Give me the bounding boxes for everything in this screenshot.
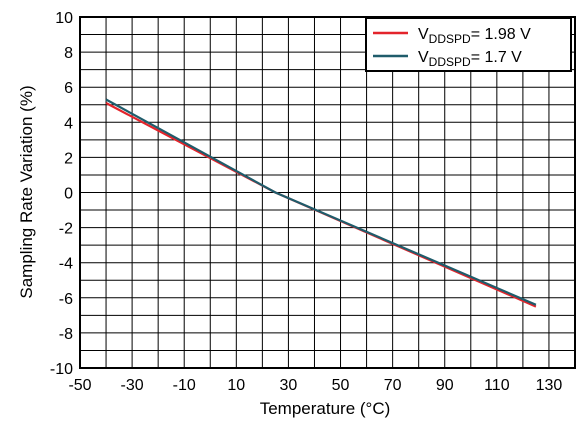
x-tick-label: 50 — [332, 377, 350, 394]
series-line-2 — [105, 98, 537, 306]
x-tick-label: 130 — [536, 377, 563, 394]
y-tick-label: 10 — [55, 10, 73, 27]
legend-box — [365, 17, 572, 72]
legend: VDDSPD= 1.98 V VDDSPD= 1.7 V — [365, 17, 572, 72]
y-tick-label: -6 — [59, 291, 73, 308]
y-tick-label: 4 — [64, 115, 73, 132]
x-tick-label: 110 — [484, 377, 510, 394]
grid — [80, 17, 575, 368]
y-tick-label: -10 — [50, 361, 73, 378]
x-tick-label: -50 — [68, 377, 91, 394]
x-tick-label: -10 — [173, 377, 196, 394]
y-tick-label: 2 — [64, 150, 73, 167]
x-axis-label: Temperature (°C) — [260, 399, 391, 418]
x-tick-label: 30 — [280, 377, 298, 394]
y-tick-label: 0 — [64, 186, 73, 203]
y-tick-label: 6 — [64, 80, 73, 97]
series-layer — [105, 98, 537, 308]
x-tick-label: 10 — [227, 377, 245, 394]
x-tick-labels: -50 -30 -10 10 30 50 70 90 110 130 — [68, 377, 562, 394]
x-tick-label: 90 — [436, 377, 454, 394]
legend-label-1: VDDSPD= 1.98 V — [418, 26, 531, 46]
legend-label-2: VDDSPD= 1.7 V — [418, 49, 522, 69]
y-tick-label: 8 — [64, 45, 73, 62]
y-tick-label: -8 — [59, 326, 73, 343]
x-tick-label: 70 — [384, 377, 402, 394]
plot-frame — [79, 16, 576, 369]
y-tick-label: -4 — [59, 256, 73, 273]
y-tick-label: -2 — [59, 221, 73, 238]
x-tick-label: -30 — [121, 377, 144, 394]
y-axis-label: Sampling Rate Variation (%) — [17, 85, 36, 298]
y-tick-labels: 10 8 6 4 2 0 -2 -4 -6 -8 -10 — [50, 10, 73, 378]
